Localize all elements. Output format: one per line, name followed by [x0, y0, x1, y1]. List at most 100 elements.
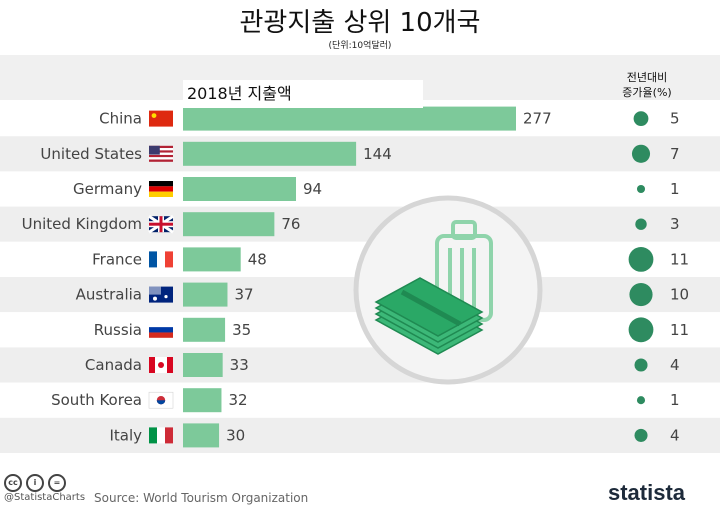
- flag-stripe: [149, 159, 173, 162]
- italy-flag-icon: [149, 427, 173, 444]
- category-label: Russia: [94, 321, 142, 339]
- change-bubble: [636, 396, 646, 405]
- value-label: 35: [232, 321, 251, 339]
- bar: [183, 317, 226, 342]
- flag-band: [149, 357, 155, 373]
- category-label: United Kingdom: [22, 215, 142, 233]
- flag-cross-red: [149, 222, 173, 226]
- change-bubble: [635, 218, 647, 230]
- flag-canton: [149, 145, 160, 155]
- row-background: [0, 382, 720, 418]
- flag-canton: [149, 286, 161, 295]
- change-label: 4: [670, 426, 680, 444]
- flag-stripe: [149, 191, 173, 197]
- category-label: China: [99, 110, 142, 128]
- bar: [183, 353, 223, 377]
- france-flag-icon: [149, 251, 173, 268]
- flag-star: [164, 295, 168, 299]
- row-background: [0, 171, 720, 207]
- china-flag-icon: [149, 110, 173, 127]
- flag-taeguk-lower: [156, 400, 166, 405]
- row-background: [0, 347, 720, 383]
- change-label: 1: [670, 391, 680, 409]
- bar: [183, 247, 241, 272]
- category-label: United States: [40, 145, 142, 163]
- canada-flag-icon: [149, 357, 173, 373]
- no-derivatives-icon[interactable]: =: [48, 474, 66, 492]
- category-label: South Korea: [51, 391, 142, 409]
- change-label: 7: [670, 145, 680, 163]
- row-background: [0, 136, 720, 172]
- flag-stripe: [149, 152, 173, 155]
- change-column-header: 전년대비 증가율(%): [612, 70, 682, 100]
- bar: [183, 423, 220, 448]
- change-bubble: [628, 317, 654, 343]
- value-label: 32: [228, 391, 247, 409]
- change-bubble: [628, 247, 654, 272]
- value-label: 94: [303, 180, 322, 198]
- change-bubble: [633, 111, 649, 126]
- bar: [183, 388, 222, 413]
- value-label: 30: [226, 426, 245, 444]
- bar: [183, 141, 357, 166]
- flag-stripe: [149, 332, 173, 338]
- chart-subtitle: (단위:10억달러): [328, 41, 392, 51]
- change-bubble: [634, 428, 648, 442]
- value-label: 144: [363, 145, 392, 163]
- bar: [183, 282, 228, 307]
- flag-stripe: [149, 148, 173, 151]
- flag-stripe: [149, 181, 173, 187]
- change-label: 10: [670, 286, 689, 304]
- flag-stripe: [165, 251, 173, 268]
- change-label: 11: [670, 250, 689, 268]
- category-label: Canada: [85, 356, 142, 374]
- category-label: Australia: [76, 286, 142, 304]
- uk-flag-icon: [148, 214, 174, 234]
- category-label: Germany: [73, 180, 142, 198]
- money-suitcase-icon: [353, 195, 543, 385]
- change-bubble: [629, 283, 653, 307]
- flag-stripe: [149, 251, 157, 268]
- flag-stripe: [149, 321, 173, 328]
- russia-flag-icon: [149, 321, 173, 338]
- bar: [183, 212, 275, 237]
- source-note: Source: World Tourism Organization: [94, 491, 309, 505]
- chart-title: 관광지출 상위 10개국: [239, 8, 481, 38]
- suitcase-handle: [451, 220, 477, 240]
- row-background: [0, 206, 720, 242]
- statista-logo[interactable]: statista: [608, 480, 686, 505]
- germany-flag-icon: [149, 181, 173, 197]
- value-column-header: 2018년 지출액: [183, 80, 423, 108]
- flag-stripe: [149, 150, 173, 153]
- flag-star: [153, 296, 157, 301]
- change-label: 11: [670, 321, 689, 339]
- change-header-line1: 전년대비: [626, 71, 668, 84]
- flag-stripe: [149, 154, 173, 158]
- value-label: 37: [234, 286, 253, 304]
- value-label: 277: [523, 110, 552, 128]
- footer: [0, 455, 720, 512]
- value-label: 33: [230, 356, 249, 374]
- flag-stripe: [157, 251, 165, 268]
- flag-stripe: [149, 427, 157, 444]
- flag-field: [149, 110, 173, 127]
- category-label: Italy: [109, 426, 142, 444]
- cc-icon[interactable]: cc: [4, 474, 22, 492]
- bar: [183, 177, 297, 201]
- flag-stripe: [165, 427, 173, 444]
- twitter-handle[interactable]: @StatistaCharts: [4, 492, 86, 503]
- flag-stripe: [149, 145, 173, 149]
- flag-stripe: [149, 157, 173, 160]
- south-korea-flag-icon: [148, 391, 174, 409]
- change-label: 3: [670, 215, 680, 233]
- change-bubble: [631, 144, 651, 163]
- category-label: France: [92, 250, 142, 268]
- flag-leaf: [158, 362, 164, 368]
- change-bubble: [636, 184, 646, 194]
- change-header-line2: 증가율(%): [622, 86, 672, 99]
- value-label: 76: [281, 215, 300, 233]
- money-band: [400, 289, 462, 327]
- change-label: 1: [670, 180, 680, 198]
- attribution-icon[interactable]: i: [26, 474, 44, 492]
